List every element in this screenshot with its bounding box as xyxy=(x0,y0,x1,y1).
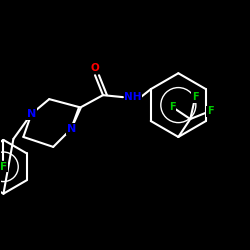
Text: F: F xyxy=(0,162,7,172)
Text: NH: NH xyxy=(124,92,142,102)
Text: O: O xyxy=(91,63,100,73)
Text: F: F xyxy=(169,102,176,112)
Text: F: F xyxy=(192,92,198,102)
Text: N: N xyxy=(66,124,76,134)
Text: F: F xyxy=(207,106,214,116)
Text: N: N xyxy=(27,109,36,119)
